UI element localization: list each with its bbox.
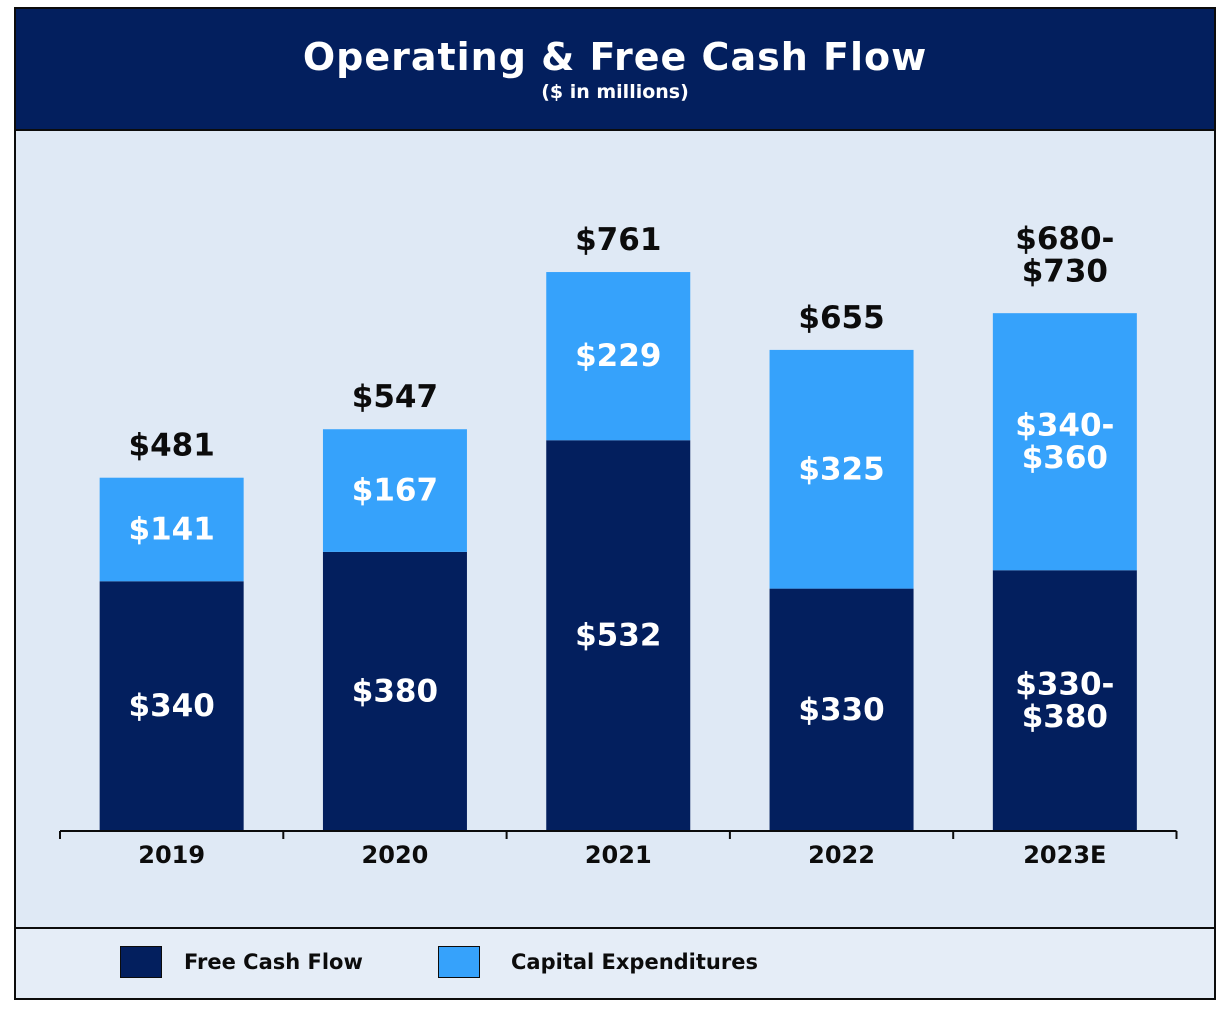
bar-free-cash-flow-2022 — [769, 588, 914, 831]
total-label-2022: $655 — [798, 300, 884, 336]
bar-free-cash-flow-2021 — [546, 440, 691, 831]
bar-free-cash-flow-2019 — [99, 581, 244, 831]
legend-swatch-capital-expenditures — [438, 946, 480, 978]
chart-legend: Free Cash Flow Capital Expenditures — [16, 927, 1214, 998]
x-tick-label-2019: 2019 — [138, 841, 205, 869]
data-label-free-cash-flow-2019: $340 — [129, 688, 215, 724]
total-label-2021: $761 — [575, 222, 661, 258]
chart-title: Operating & Free Cash Flow — [302, 35, 928, 79]
legend-label-capital-expenditures: Capital Expenditures — [511, 950, 758, 974]
bar-capital-expenditures-2019 — [99, 477, 244, 582]
data-label-capital-expenditures-2021: $229 — [575, 338, 661, 374]
data-label-capital-expenditures-2019: $141 — [129, 511, 215, 547]
chart-header: Operating & Free Cash Flow ($ in million… — [16, 9, 1214, 131]
bar-capital-expenditures-2023E — [992, 313, 1137, 571]
data-label-free-cash-flow-2020: $380 — [352, 673, 438, 709]
bar-free-cash-flow-2020 — [322, 551, 467, 831]
legend-label-free-cash-flow: Free Cash Flow — [184, 950, 363, 974]
legend-swatch-free-cash-flow — [120, 946, 162, 978]
data-label-free-cash-flow-2023E: $330-$380 — [1015, 666, 1114, 735]
bar-capital-expenditures-2022 — [769, 349, 914, 589]
chart-subtitle: ($ in millions) — [541, 81, 689, 103]
x-tick-label-2023E: 2023E — [1023, 841, 1106, 869]
bar-chart: $340 $141 $481 2019 $380 $167 $547 2020 $532 $229… — [59, 221, 1178, 869]
bar-capital-expenditures-2020 — [322, 429, 467, 552]
bar-free-cash-flow-2023E — [992, 570, 1137, 831]
data-label-free-cash-flow-2022: $330 — [798, 692, 884, 728]
data-label-capital-expenditures-2020: $167 — [352, 473, 438, 509]
total-label-2023E: $680-$730 — [1015, 221, 1114, 290]
x-tick-label-2020: 2020 — [362, 841, 429, 869]
data-label-capital-expenditures-2023E: $340-$360 — [1015, 407, 1114, 476]
x-tick-label-2022: 2022 — [808, 841, 875, 869]
x-tick-label-2021: 2021 — [585, 841, 652, 869]
total-label-2020: $547 — [352, 379, 438, 415]
data-label-free-cash-flow-2021: $532 — [575, 618, 661, 654]
total-label-2019: $481 — [129, 428, 215, 464]
chart-frame: Operating & Free Cash Flow ($ in million… — [14, 7, 1216, 1000]
data-label-capital-expenditures-2022: $325 — [798, 451, 884, 487]
bar-capital-expenditures-2021 — [546, 272, 691, 441]
